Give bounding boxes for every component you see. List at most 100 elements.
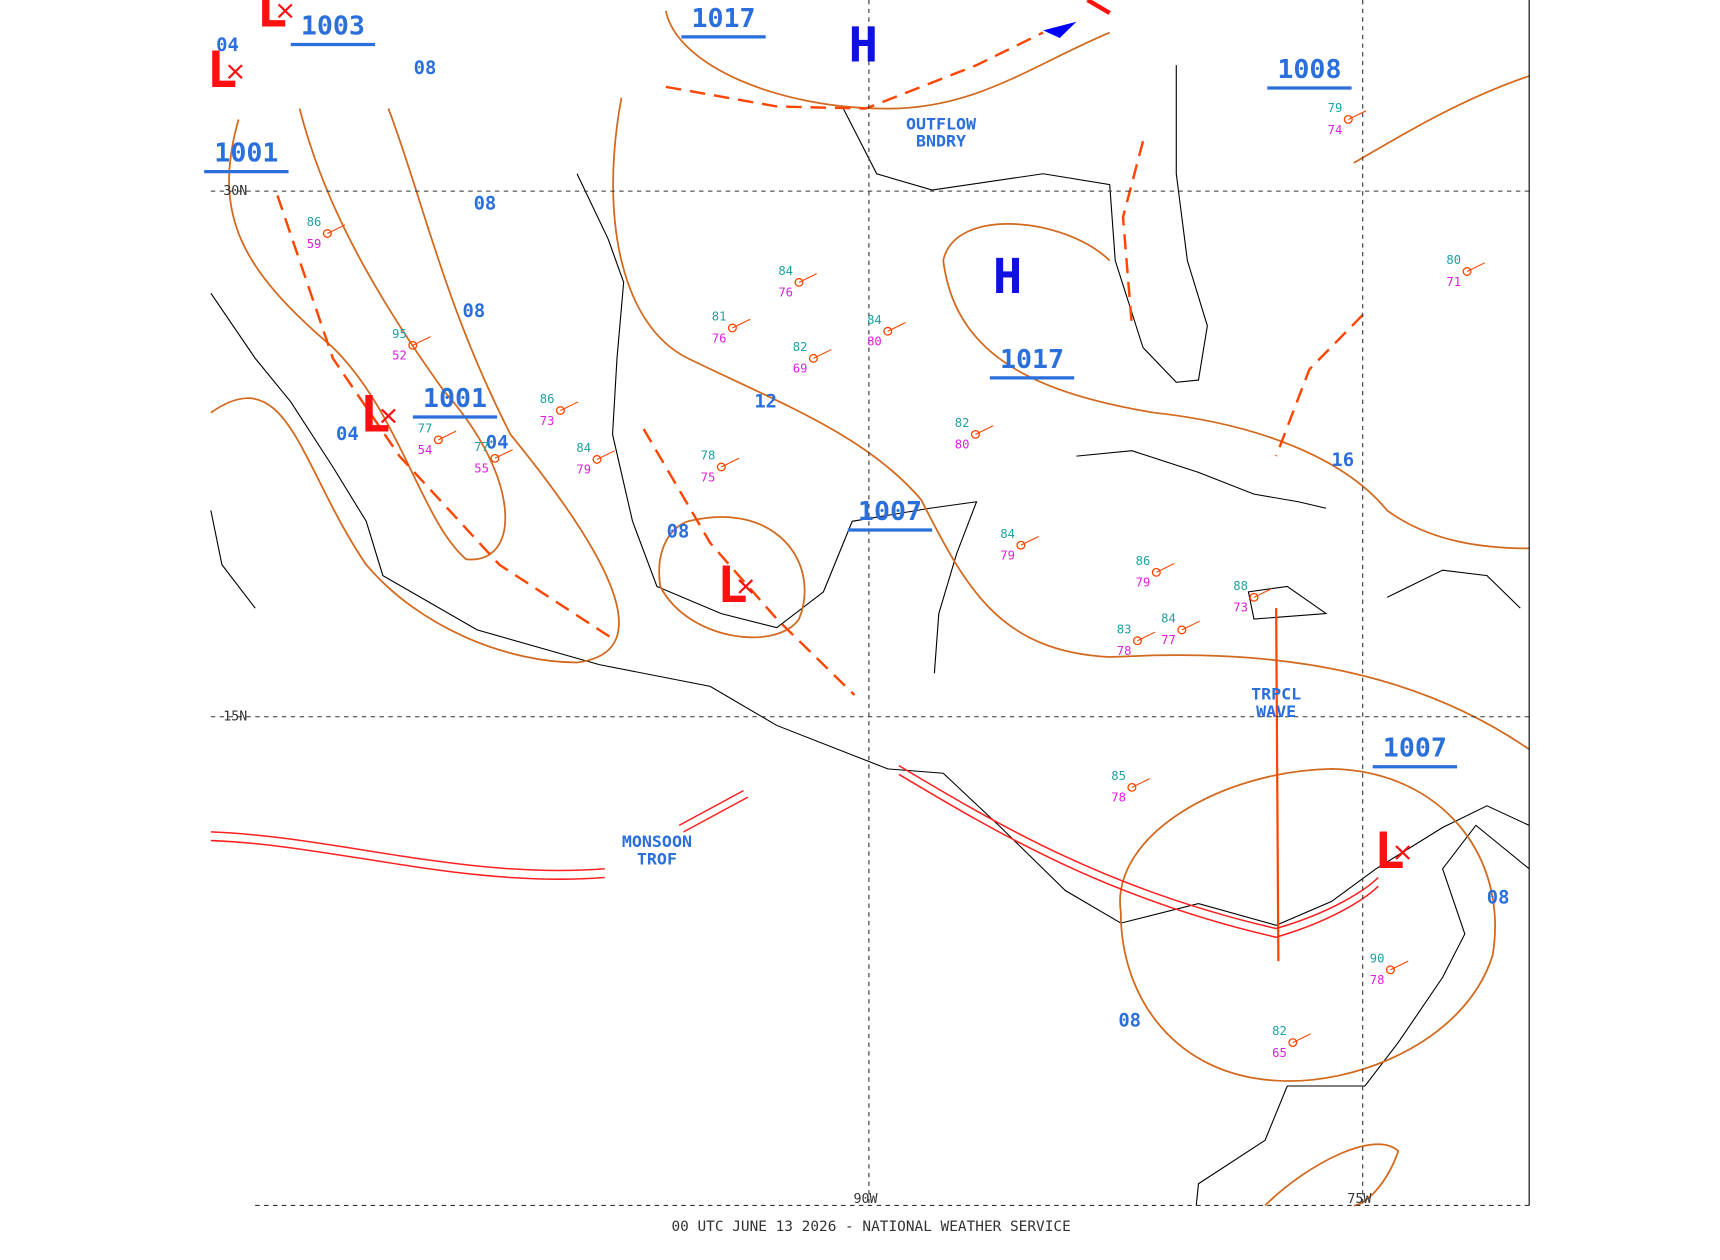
station-dewpoint: 78 — [1111, 791, 1126, 805]
station-marker — [1288, 1038, 1298, 1048]
station-dewpoint: 79 — [1000, 549, 1015, 563]
station-dewpoint: 80 — [955, 438, 970, 452]
isobar-label: 04 — [336, 424, 359, 445]
station-temp: 84 — [1161, 612, 1176, 626]
station-marker — [555, 406, 565, 415]
front — [1086, 0, 1111, 15]
center-mark — [380, 408, 396, 424]
station-marker — [1177, 625, 1187, 635]
wind-barb — [975, 425, 994, 435]
station-marker — [1249, 592, 1259, 602]
station-dewpoint: 73 — [540, 414, 555, 428]
isobars — [210, 10, 1530, 1207]
pressure-label: 1001 — [214, 139, 278, 169]
wind-barb — [1131, 778, 1150, 788]
pressure-label: 1007 — [858, 497, 922, 527]
wind-barb — [1348, 110, 1367, 120]
wind-barb — [438, 430, 457, 441]
station-temp: 77 — [418, 422, 433, 436]
isobar-label: 08 — [462, 301, 485, 322]
pressure-label: 1017 — [691, 4, 755, 34]
tropical-wave — [1275, 608, 1280, 962]
station-dewpoint: 54 — [418, 443, 433, 457]
lat-lon-grid — [210, 0, 1530, 1207]
station-marker — [794, 277, 804, 287]
isobar-label: 08 — [667, 522, 690, 543]
station-marker — [1462, 267, 1472, 276]
station-marker — [808, 353, 818, 363]
wind-barb — [1390, 960, 1409, 971]
station-temp: 82 — [955, 416, 970, 430]
wind-barb — [327, 224, 346, 234]
pressure-label: 1007 — [1383, 734, 1447, 764]
grid-label: 30N — [223, 184, 247, 199]
pressure-label: 1008 — [1277, 55, 1341, 85]
station-dewpoint: 69 — [793, 362, 808, 376]
wind-barb — [721, 457, 740, 468]
station-temp: 83 — [1117, 622, 1132, 636]
station-dewpoint: 79 — [576, 463, 591, 477]
annotation: TRPCL — [1251, 685, 1301, 704]
station-marker — [716, 462, 726, 472]
wind-barb — [494, 449, 513, 459]
station-marker — [1132, 636, 1142, 646]
pressure-center: H — [993, 250, 1022, 305]
wind-barb — [412, 336, 431, 346]
front-pip — [1043, 21, 1077, 39]
isobar-label: 08 — [1487, 888, 1510, 909]
station-marker — [408, 340, 418, 350]
pressure-label: 1017 — [1000, 345, 1064, 375]
wind-barb — [887, 322, 906, 332]
wind-barb — [560, 401, 579, 411]
annotation: BNDRY — [916, 132, 966, 151]
pressure-center: H — [849, 18, 878, 73]
station-temp: 82 — [1272, 1024, 1287, 1038]
station-temp: 88 — [1233, 579, 1248, 593]
station-temp: 81 — [712, 310, 727, 324]
station-marker — [970, 429, 980, 439]
station-dewpoint: 55 — [474, 462, 489, 476]
station-dewpoint: 74 — [1328, 123, 1343, 137]
wind-barb — [1020, 535, 1039, 546]
station-temp: 86 — [307, 215, 322, 229]
station-dewpoint: 80 — [867, 335, 882, 349]
station-temp: 84 — [867, 313, 882, 327]
station-temp: 95 — [392, 327, 407, 341]
grid-label: 90W — [854, 1192, 878, 1207]
station-marker — [1343, 115, 1353, 124]
wind-barb — [798, 273, 817, 283]
grid-label: 15N — [223, 710, 247, 725]
wind-barb — [1156, 563, 1175, 573]
station-temp: 79 — [1328, 101, 1343, 115]
station-temp: 84 — [1000, 527, 1015, 541]
station-dewpoint: 79 — [1136, 576, 1151, 590]
isobar-label: 08 — [474, 194, 497, 215]
isobar-label: 04 — [486, 433, 509, 454]
wind-barb — [596, 450, 616, 460]
wind-barb — [1253, 588, 1272, 598]
station-dewpoint: 73 — [1233, 601, 1248, 615]
annotation: MONSOON — [622, 832, 692, 851]
station-marker — [727, 323, 737, 333]
station-dewpoint: 65 — [1272, 1046, 1287, 1060]
annotation: OUTFLOW — [906, 115, 976, 134]
station-temp: 84 — [576, 441, 591, 455]
station-marker — [322, 229, 332, 238]
pressure-label: 1001 — [423, 384, 487, 414]
wind-barb — [1137, 631, 1156, 642]
station-dewpoint: 71 — [1446, 275, 1461, 289]
wind-barb — [1181, 620, 1200, 631]
isobar-label: 04 — [216, 35, 239, 56]
station-temp: 82 — [793, 340, 808, 354]
isobar-label: 12 — [754, 391, 777, 412]
station-marker — [1385, 965, 1396, 975]
station-dewpoint: 52 — [392, 349, 407, 363]
annotation: TROF — [637, 850, 677, 869]
station-marker — [490, 453, 500, 463]
footer: 00 UTC JUNE 13 2026 - NATIONAL WEATHER S… — [671, 1219, 1070, 1235]
station-dewpoint: 78 — [1117, 644, 1132, 658]
station-temp: 90 — [1370, 952, 1385, 966]
station-temp: 86 — [540, 392, 555, 406]
station-temp: 84 — [778, 264, 793, 278]
